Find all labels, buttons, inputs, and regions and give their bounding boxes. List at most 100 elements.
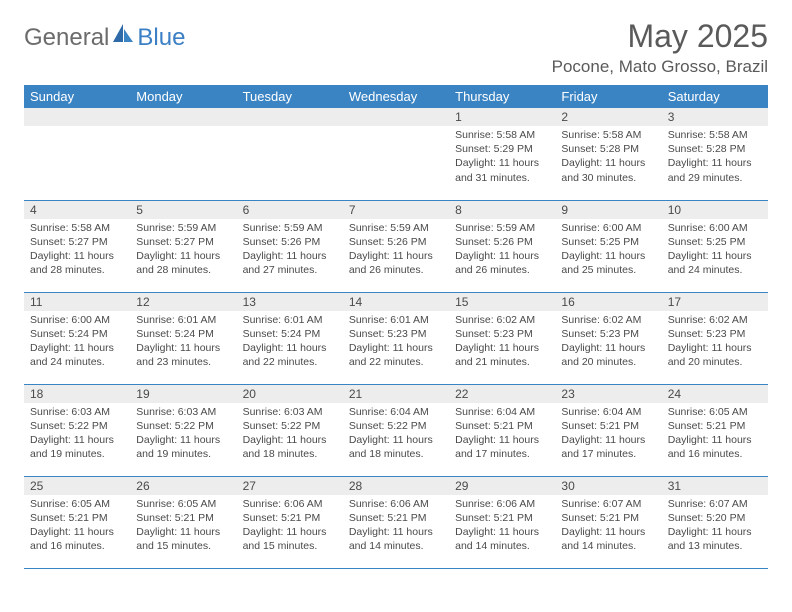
- day-number: 30: [555, 477, 661, 495]
- day-cell: 26Sunrise: 6:05 AMSunset: 5:21 PMDayligh…: [130, 476, 236, 568]
- day-cell: 17Sunrise: 6:02 AMSunset: 5:23 PMDayligh…: [662, 292, 768, 384]
- day-number: 14: [343, 293, 449, 311]
- sunrise-text: Sunrise: 5:59 AM: [136, 221, 230, 235]
- day-details: Sunrise: 6:03 AMSunset: 5:22 PMDaylight:…: [130, 403, 236, 466]
- sunset-text: Sunset: 5:25 PM: [561, 235, 655, 249]
- daylight-text: Daylight: 11 hours and 15 minutes.: [243, 525, 337, 553]
- day-details: Sunrise: 5:59 AMSunset: 5:26 PMDaylight:…: [449, 219, 555, 282]
- day-number: 8: [449, 201, 555, 219]
- day-cell: 2Sunrise: 5:58 AMSunset: 5:28 PMDaylight…: [555, 108, 661, 200]
- weekday-header: Friday: [555, 85, 661, 108]
- day-details: Sunrise: 6:02 AMSunset: 5:23 PMDaylight:…: [662, 311, 768, 374]
- day-cell: 18Sunrise: 6:03 AMSunset: 5:22 PMDayligh…: [24, 384, 130, 476]
- day-number: 24: [662, 385, 768, 403]
- calendar-week-row: 18Sunrise: 6:03 AMSunset: 5:22 PMDayligh…: [24, 384, 768, 476]
- sunrise-text: Sunrise: 6:07 AM: [561, 497, 655, 511]
- day-number: 5: [130, 201, 236, 219]
- daylight-text: Daylight: 11 hours and 16 minutes.: [668, 433, 762, 461]
- sunrise-text: Sunrise: 6:04 AM: [455, 405, 549, 419]
- daylight-text: Daylight: 11 hours and 17 minutes.: [455, 433, 549, 461]
- day-cell: 15Sunrise: 6:02 AMSunset: 5:23 PMDayligh…: [449, 292, 555, 384]
- day-number: 6: [237, 201, 343, 219]
- daylight-text: Daylight: 11 hours and 26 minutes.: [455, 249, 549, 277]
- sunrise-text: Sunrise: 6:06 AM: [243, 497, 337, 511]
- sunrise-text: Sunrise: 6:01 AM: [349, 313, 443, 327]
- day-number: 23: [555, 385, 661, 403]
- day-details: Sunrise: 5:58 AMSunset: 5:27 PMDaylight:…: [24, 219, 130, 282]
- day-cell: 1Sunrise: 5:58 AMSunset: 5:29 PMDaylight…: [449, 108, 555, 200]
- day-number: 17: [662, 293, 768, 311]
- sunset-text: Sunset: 5:26 PM: [243, 235, 337, 249]
- day-details: Sunrise: 6:06 AMSunset: 5:21 PMDaylight:…: [449, 495, 555, 558]
- day-cell: 10Sunrise: 6:00 AMSunset: 5:25 PMDayligh…: [662, 200, 768, 292]
- day-cell: 16Sunrise: 6:02 AMSunset: 5:23 PMDayligh…: [555, 292, 661, 384]
- day-cell: 19Sunrise: 6:03 AMSunset: 5:22 PMDayligh…: [130, 384, 236, 476]
- day-details: Sunrise: 6:04 AMSunset: 5:22 PMDaylight:…: [343, 403, 449, 466]
- day-cell: 31Sunrise: 6:07 AMSunset: 5:20 PMDayligh…: [662, 476, 768, 568]
- day-details: Sunrise: 5:58 AMSunset: 5:28 PMDaylight:…: [555, 126, 661, 189]
- sunrise-text: Sunrise: 5:59 AM: [243, 221, 337, 235]
- daylight-text: Daylight: 11 hours and 31 minutes.: [455, 156, 549, 184]
- day-number: 16: [555, 293, 661, 311]
- day-cell: 3Sunrise: 5:58 AMSunset: 5:28 PMDaylight…: [662, 108, 768, 200]
- day-cell: 23Sunrise: 6:04 AMSunset: 5:21 PMDayligh…: [555, 384, 661, 476]
- sunset-text: Sunset: 5:26 PM: [455, 235, 549, 249]
- day-details: Sunrise: 6:00 AMSunset: 5:25 PMDaylight:…: [555, 219, 661, 282]
- day-number: 18: [24, 385, 130, 403]
- header: General Blue May 2025 Pocone, Mato Gross…: [24, 18, 768, 77]
- day-cell: [24, 108, 130, 200]
- sunset-text: Sunset: 5:20 PM: [668, 511, 762, 525]
- day-details: Sunrise: 6:07 AMSunset: 5:21 PMDaylight:…: [555, 495, 661, 558]
- sunset-text: Sunset: 5:26 PM: [349, 235, 443, 249]
- day-cell: [130, 108, 236, 200]
- month-title: May 2025: [552, 18, 768, 55]
- sunset-text: Sunset: 5:23 PM: [561, 327, 655, 341]
- day-number: 10: [662, 201, 768, 219]
- daylight-text: Daylight: 11 hours and 14 minutes.: [455, 525, 549, 553]
- sunset-text: Sunset: 5:22 PM: [136, 419, 230, 433]
- sunrise-text: Sunrise: 6:03 AM: [136, 405, 230, 419]
- empty-day-bar: [24, 108, 130, 126]
- daylight-text: Daylight: 11 hours and 22 minutes.: [243, 341, 337, 369]
- day-details: Sunrise: 5:58 AMSunset: 5:28 PMDaylight:…: [662, 126, 768, 189]
- empty-day-bar: [343, 108, 449, 126]
- sunrise-text: Sunrise: 5:58 AM: [561, 128, 655, 142]
- daylight-text: Daylight: 11 hours and 24 minutes.: [668, 249, 762, 277]
- day-cell: 22Sunrise: 6:04 AMSunset: 5:21 PMDayligh…: [449, 384, 555, 476]
- day-cell: 20Sunrise: 6:03 AMSunset: 5:22 PMDayligh…: [237, 384, 343, 476]
- day-cell: 28Sunrise: 6:06 AMSunset: 5:21 PMDayligh…: [343, 476, 449, 568]
- daylight-text: Daylight: 11 hours and 29 minutes.: [668, 156, 762, 184]
- day-cell: 13Sunrise: 6:01 AMSunset: 5:24 PMDayligh…: [237, 292, 343, 384]
- sunset-text: Sunset: 5:21 PM: [349, 511, 443, 525]
- daylight-text: Daylight: 11 hours and 21 minutes.: [455, 341, 549, 369]
- sunrise-text: Sunrise: 6:01 AM: [243, 313, 337, 327]
- day-details: Sunrise: 6:00 AMSunset: 5:25 PMDaylight:…: [662, 219, 768, 282]
- sunset-text: Sunset: 5:21 PM: [136, 511, 230, 525]
- calendar-body: 1Sunrise: 5:58 AMSunset: 5:29 PMDaylight…: [24, 108, 768, 568]
- sunrise-text: Sunrise: 5:59 AM: [349, 221, 443, 235]
- day-cell: 27Sunrise: 6:06 AMSunset: 5:21 PMDayligh…: [237, 476, 343, 568]
- sunrise-text: Sunrise: 5:59 AM: [455, 221, 549, 235]
- daylight-text: Daylight: 11 hours and 18 minutes.: [243, 433, 337, 461]
- daylight-text: Daylight: 11 hours and 27 minutes.: [243, 249, 337, 277]
- calendar-week-row: 4Sunrise: 5:58 AMSunset: 5:27 PMDaylight…: [24, 200, 768, 292]
- day-cell: 21Sunrise: 6:04 AMSunset: 5:22 PMDayligh…: [343, 384, 449, 476]
- day-number: 22: [449, 385, 555, 403]
- daylight-text: Daylight: 11 hours and 28 minutes.: [30, 249, 124, 277]
- weekday-header: Monday: [130, 85, 236, 108]
- sunrise-text: Sunrise: 5:58 AM: [455, 128, 549, 142]
- day-cell: 5Sunrise: 5:59 AMSunset: 5:27 PMDaylight…: [130, 200, 236, 292]
- weekday-header: Saturday: [662, 85, 768, 108]
- day-cell: 30Sunrise: 6:07 AMSunset: 5:21 PMDayligh…: [555, 476, 661, 568]
- day-details: Sunrise: 6:06 AMSunset: 5:21 PMDaylight:…: [237, 495, 343, 558]
- empty-day-bar: [237, 108, 343, 126]
- logo-text-blue: Blue: [137, 24, 185, 52]
- daylight-text: Daylight: 11 hours and 19 minutes.: [30, 433, 124, 461]
- calendar-week-row: 1Sunrise: 5:58 AMSunset: 5:29 PMDaylight…: [24, 108, 768, 200]
- day-number: 21: [343, 385, 449, 403]
- day-number: 19: [130, 385, 236, 403]
- day-number: 20: [237, 385, 343, 403]
- sunset-text: Sunset: 5:25 PM: [668, 235, 762, 249]
- sunrise-text: Sunrise: 6:05 AM: [668, 405, 762, 419]
- day-number: 13: [237, 293, 343, 311]
